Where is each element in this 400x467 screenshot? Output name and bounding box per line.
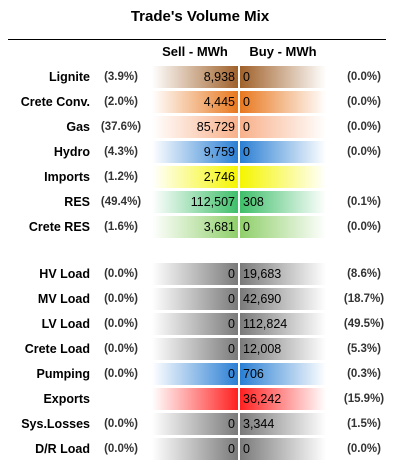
table-row: RES (49.4%) 112,507 308 (0.1%)	[0, 191, 400, 213]
row-label: Lignite	[49, 70, 90, 84]
table-row: Hydro (4.3%) 9,759 0 (0.0%)	[0, 141, 400, 163]
sell-percent: (1.2%)	[104, 171, 138, 183]
sell-percent: (0.0%)	[104, 418, 138, 430]
row-label: Hydro	[53, 145, 90, 159]
buy-percent: (0.0%)	[347, 121, 381, 133]
buy-percent: (1.5%)	[347, 418, 381, 430]
buy-value: 0	[240, 116, 326, 138]
sell-percent: (4.3%)	[104, 146, 138, 158]
sell-percent: (0.0%)	[104, 343, 138, 355]
table-row: LV Load (0.0%) 0 112,824 (49.5%)	[0, 313, 400, 335]
sell-value: 112,507	[152, 191, 238, 213]
sell-value	[152, 388, 238, 410]
sell-percent: (49.4%)	[100, 196, 142, 208]
row-label: Crete RES	[28, 220, 90, 234]
table-row: Crete Load (0.0%) 0 12,008 (5.3%)	[0, 338, 400, 360]
sell-value: 0	[152, 438, 238, 460]
buy-column-header: Buy - MWh	[249, 44, 317, 59]
row-label: Gas	[66, 120, 90, 134]
table-row: Crete RES (1.6%) 3,681 0 (0.0%)	[0, 216, 400, 238]
row-label: HV Load	[39, 267, 90, 281]
buy-percent: (8.6%)	[347, 268, 381, 280]
table-row: Lignite (3.9%) 8,938 0 (0.0%)	[0, 66, 400, 88]
table-row: Crete Conv. (2.0%) 4,445 0 (0.0%)	[0, 91, 400, 113]
buy-percent: (0.1%)	[347, 196, 381, 208]
buy-value: 12,008	[240, 338, 326, 360]
buy-value: 36,242	[240, 388, 326, 410]
buy-value: 19,683	[240, 263, 326, 285]
table-row: Exports 36,242 (15.9%)	[0, 388, 400, 410]
row-label: RES	[64, 195, 90, 209]
buy-value: 0	[240, 141, 326, 163]
page-title: Trade's Volume Mix	[130, 8, 270, 25]
sell-value: 8,938	[152, 66, 238, 88]
buy-percent: (0.0%)	[347, 443, 381, 455]
buy-value: 0	[240, 438, 326, 460]
table-row: HV Load (0.0%) 0 19,683 (8.6%)	[0, 263, 400, 285]
buy-value: 42,690	[240, 288, 326, 310]
buy-value: 0	[240, 216, 326, 238]
row-label: Crete Conv.	[20, 95, 90, 109]
table-row: Sys.Losses (0.0%) 0 3,344 (1.5%)	[0, 413, 400, 435]
sell-column-header: Sell - MWh	[162, 44, 228, 59]
sell-percent: (0.0%)	[104, 443, 138, 455]
sell-percent: (3.9%)	[104, 71, 138, 83]
sell-value: 0	[152, 313, 238, 335]
table-row: Pumping (0.0%) 0 706 (0.3%)	[0, 363, 400, 385]
sell-value: 0	[152, 288, 238, 310]
sell-value: 2,746	[152, 166, 238, 188]
sell-percent: (0.0%)	[104, 293, 138, 305]
sell-percent: (0.0%)	[104, 368, 138, 380]
row-label: Exports	[43, 392, 90, 406]
row-label: Pumping	[36, 367, 90, 381]
sell-value: 4,445	[152, 91, 238, 113]
sell-value: 0	[152, 338, 238, 360]
row-label: LV Load	[41, 317, 90, 331]
buy-value	[240, 166, 326, 188]
row-label: Imports	[44, 170, 90, 184]
buy-percent: (0.0%)	[347, 96, 381, 108]
row-label: Crete Load	[24, 342, 90, 356]
sell-percent: (0.0%)	[104, 318, 138, 330]
table-row: MV Load (0.0%) 0 42,690 (18.7%)	[0, 288, 400, 310]
buy-value: 112,824	[240, 313, 326, 335]
buy-percent: (0.0%)	[347, 71, 381, 83]
sell-percent: (0.0%)	[104, 268, 138, 280]
sell-percent: (2.0%)	[104, 96, 138, 108]
buy-percent: (0.0%)	[347, 146, 381, 158]
sell-percent: (1.6%)	[104, 221, 138, 233]
row-label: Sys.Losses	[21, 417, 90, 431]
buy-percent: (0.0%)	[347, 221, 381, 233]
sell-percent: (37.6%)	[100, 121, 142, 133]
buy-percent: (5.3%)	[347, 343, 381, 355]
buy-value: 308	[240, 191, 326, 213]
sell-value: 3,681	[152, 216, 238, 238]
buy-percent: (0.3%)	[347, 368, 381, 380]
buy-percent: (18.7%)	[343, 293, 385, 305]
sell-value: 9,759	[152, 141, 238, 163]
sell-value: 0	[152, 263, 238, 285]
buy-value: 3,344	[240, 413, 326, 435]
buy-value: 706	[240, 363, 326, 385]
sell-value: 0	[152, 363, 238, 385]
sell-value: 85,729	[152, 116, 238, 138]
table-row: Gas (37.6%) 85,729 0 (0.0%)	[0, 116, 400, 138]
table-row: D/R Load (0.0%) 0 0 (0.0%)	[0, 438, 400, 460]
buy-percent: (15.9%)	[343, 393, 385, 405]
sell-value: 0	[152, 413, 238, 435]
title-divider	[8, 39, 386, 40]
row-label: D/R Load	[35, 442, 90, 456]
row-label: MV Load	[37, 292, 90, 306]
buy-value: 0	[240, 91, 326, 113]
table-row: Imports (1.2%) 2,746	[0, 166, 400, 188]
buy-percent: (49.5%)	[343, 318, 385, 330]
buy-value: 0	[240, 66, 326, 88]
